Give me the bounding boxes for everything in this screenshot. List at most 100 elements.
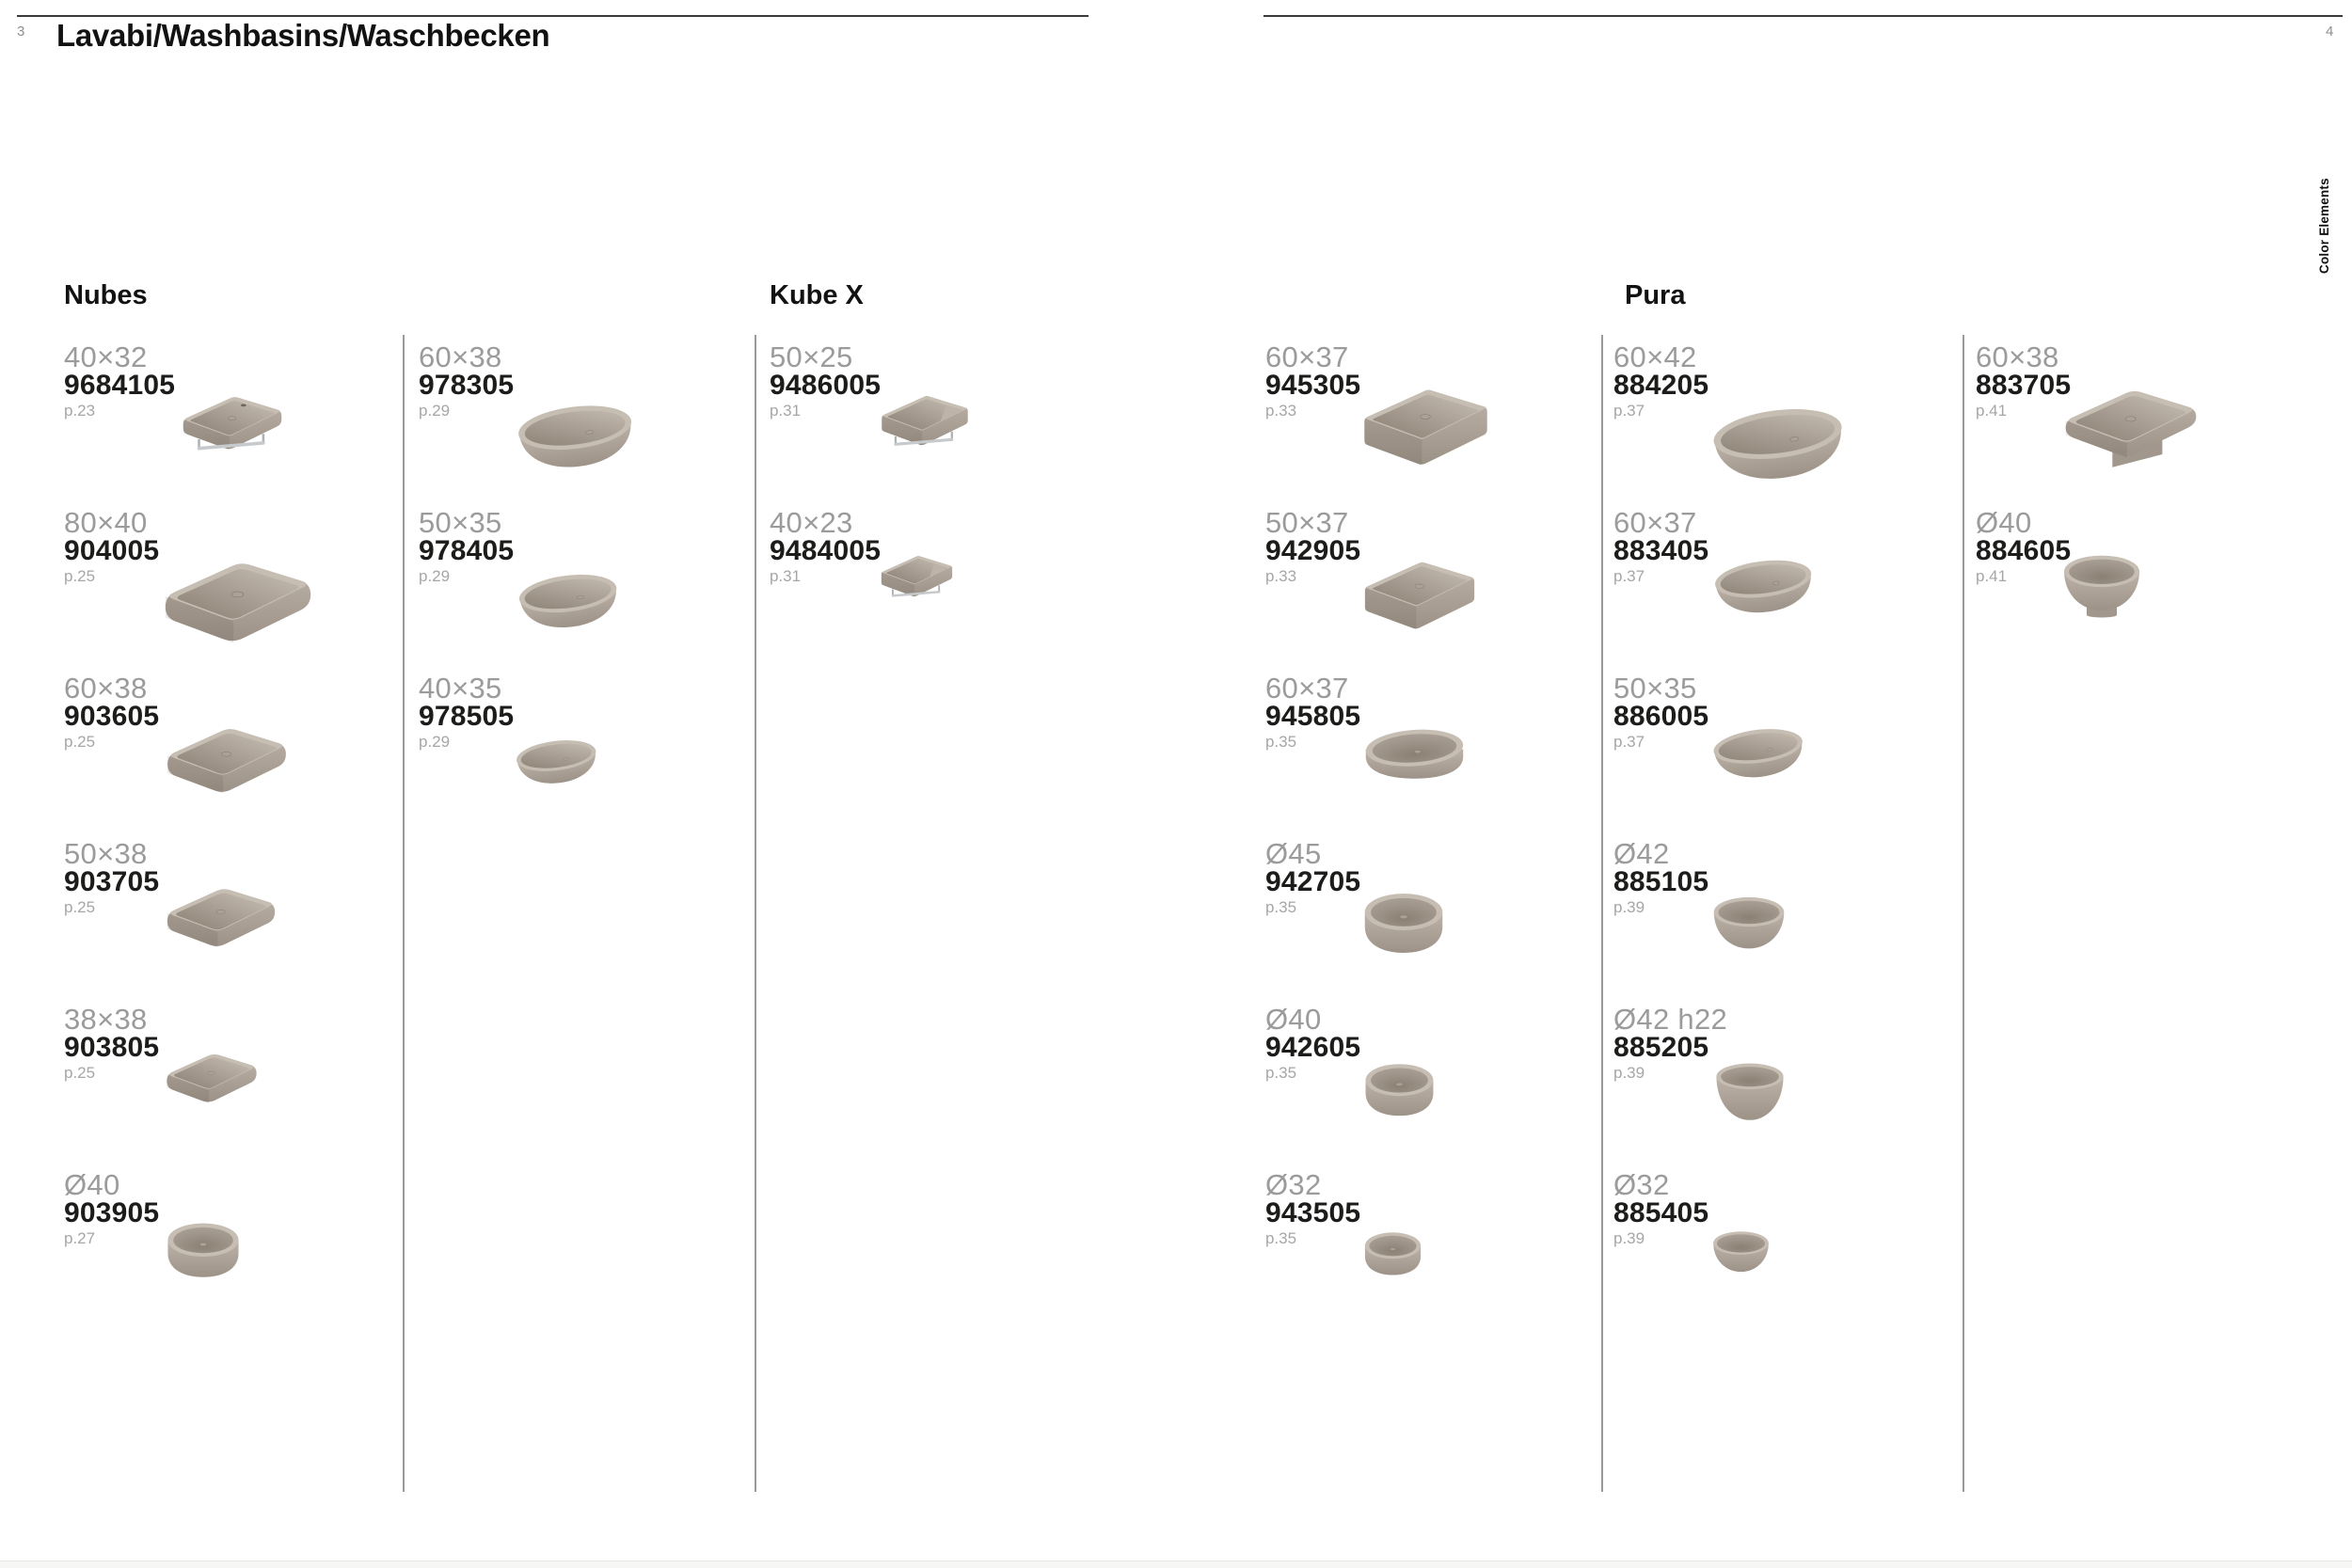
product-dimension: Ø42 [1613, 837, 1670, 870]
product-code: 945305 [1265, 370, 1361, 401]
product-image-sharp-rect [1362, 555, 1477, 635]
product-page-ref: p.35 [1265, 898, 1297, 916]
product-image-tray-base [2062, 382, 2200, 477]
product-image-soft-oval [515, 565, 622, 631]
product-page-ref: p.37 [1613, 733, 1645, 751]
product-code: 885405 [1613, 1197, 1709, 1228]
product-page-ref: p.41 [1976, 402, 2008, 420]
product-code: 978305 [419, 370, 515, 401]
page-number-right: 4 [2326, 24, 2334, 40]
product-code: 943505 [1265, 1197, 1361, 1228]
product-code: 942605 [1265, 1032, 1361, 1063]
product-image-soft-oval [1710, 551, 1817, 616]
product-item: 50×35 886005 p.37 [1613, 672, 1933, 840]
product-page-ref: p.35 [1265, 1229, 1297, 1247]
product-item: Ø32 943505 p.35 [1265, 1168, 1585, 1337]
product-dimension: Ø32 [1265, 1168, 1322, 1201]
product-dimension: 60×37 [1265, 341, 1349, 373]
product-page-ref: p.35 [1265, 1064, 1297, 1082]
product-page-ref: p.33 [1265, 402, 1297, 420]
product-item: 60×37 883405 p.37 [1613, 508, 1933, 674]
product-code: 883705 [1976, 370, 2072, 401]
product-image-tray [165, 1048, 259, 1110]
product-page-ref: p.27 [64, 1229, 96, 1247]
product-image-deep-bowl [1712, 1057, 1788, 1127]
product-code: 883405 [1613, 535, 1709, 566]
page-number-left: 3 [17, 24, 25, 40]
section-header-pura: Pura [1625, 280, 1686, 310]
section-header-kube-x: Kube X [770, 280, 864, 310]
product-item: 40×35 978505 p.29 [419, 672, 739, 840]
product-item: 50×37 942905 p.33 [1265, 506, 1585, 674]
product-page-ref: p.39 [1613, 1229, 1645, 1247]
product-page-ref: p.29 [419, 402, 451, 420]
product-item: 50×25 9486005 p.31 [770, 341, 1089, 509]
section-header-nubes: Nubes [64, 280, 148, 310]
header-rule-left [17, 15, 1089, 17]
page-title: Lavabi/Washbasins/Waschbecken [56, 18, 550, 53]
product-dimension: 50×35 [1613, 672, 1697, 705]
product-item: 40×23 9484005 p.31 [770, 508, 1089, 674]
product-item: Ø40 903905 p.27 [64, 1170, 384, 1337]
product-item: Ø45 942705 p.35 [1265, 837, 1585, 1006]
product-dimension: 50×35 [419, 506, 502, 539]
product-image-sharp-rect [1361, 382, 1490, 471]
product-image-bowl [1710, 1227, 1772, 1277]
product-image-kube-rail [880, 551, 954, 606]
product-dimension: Ø40 [1265, 1003, 1322, 1036]
product-image-cyl [1362, 1059, 1437, 1123]
product-dimension: 60×38 [64, 672, 148, 705]
page-bottom-edge [0, 1560, 2352, 1568]
product-image-wall-rail [181, 390, 284, 466]
product-item: 60×37 945305 p.33 [1265, 341, 1585, 509]
product-image-tray [165, 721, 289, 802]
column-divider [1601, 335, 1603, 1492]
product-dimension: 50×37 [1265, 506, 1349, 539]
product-dimension: 40×32 [64, 341, 148, 373]
product-code: 9484005 [770, 535, 882, 566]
product-code: 886005 [1613, 701, 1709, 732]
product-item: Ø42 h22 885205 p.39 [1613, 1003, 1933, 1171]
product-page-ref: p.25 [64, 1064, 96, 1082]
product-page-ref: p.37 [1613, 567, 1645, 585]
product-item: 60×38 883705 p.41 [1976, 342, 2296, 509]
product-page-ref: p.25 [64, 733, 96, 751]
product-image-cyl [165, 1218, 242, 1285]
product-page-ref: p.29 [419, 733, 451, 751]
product-code: 903905 [64, 1197, 160, 1228]
product-dimension: 60×42 [1613, 341, 1697, 373]
product-code: 945805 [1265, 701, 1361, 732]
product-dimension: Ø45 [1265, 837, 1322, 870]
product-dimension: 50×25 [770, 341, 853, 373]
product-code: 942905 [1265, 535, 1361, 566]
product-code: 903805 [64, 1032, 160, 1063]
product-page-ref: p.25 [64, 898, 96, 916]
product-code: 978505 [419, 701, 515, 732]
product-image-tray [162, 553, 314, 654]
product-image-tray [165, 881, 278, 956]
product-code: 978405 [419, 535, 515, 566]
product-dimension: Ø40 [1976, 506, 2032, 539]
product-dimension: Ø42 h22 [1613, 1003, 1728, 1036]
product-code: 942705 [1265, 866, 1361, 897]
product-page-ref: p.33 [1265, 567, 1297, 585]
product-dimension: 38×38 [64, 1003, 148, 1036]
product-code: 885105 [1613, 866, 1709, 897]
product-image-pill [1361, 721, 1468, 785]
product-code: 884205 [1613, 370, 1709, 401]
product-dimension: 60×37 [1265, 672, 1349, 705]
product-item: 40×32 9684105 p.23 [64, 341, 384, 509]
product-item: Ø32 885405 p.39 [1613, 1170, 1933, 1337]
product-item: Ø42 885105 p.39 [1613, 837, 1933, 1006]
product-page-ref: p.39 [1613, 898, 1645, 916]
column-divider [403, 335, 405, 1492]
product-image-kube-rail [880, 390, 970, 456]
product-page-ref: p.23 [64, 402, 96, 420]
column-divider [1963, 335, 1964, 1492]
product-item: 60×38 903605 p.25 [64, 672, 384, 840]
product-page-ref: p.39 [1613, 1064, 1645, 1082]
product-code: 9684105 [64, 370, 176, 401]
product-page-ref: p.31 [770, 402, 802, 420]
product-dimension: 40×35 [419, 672, 502, 705]
